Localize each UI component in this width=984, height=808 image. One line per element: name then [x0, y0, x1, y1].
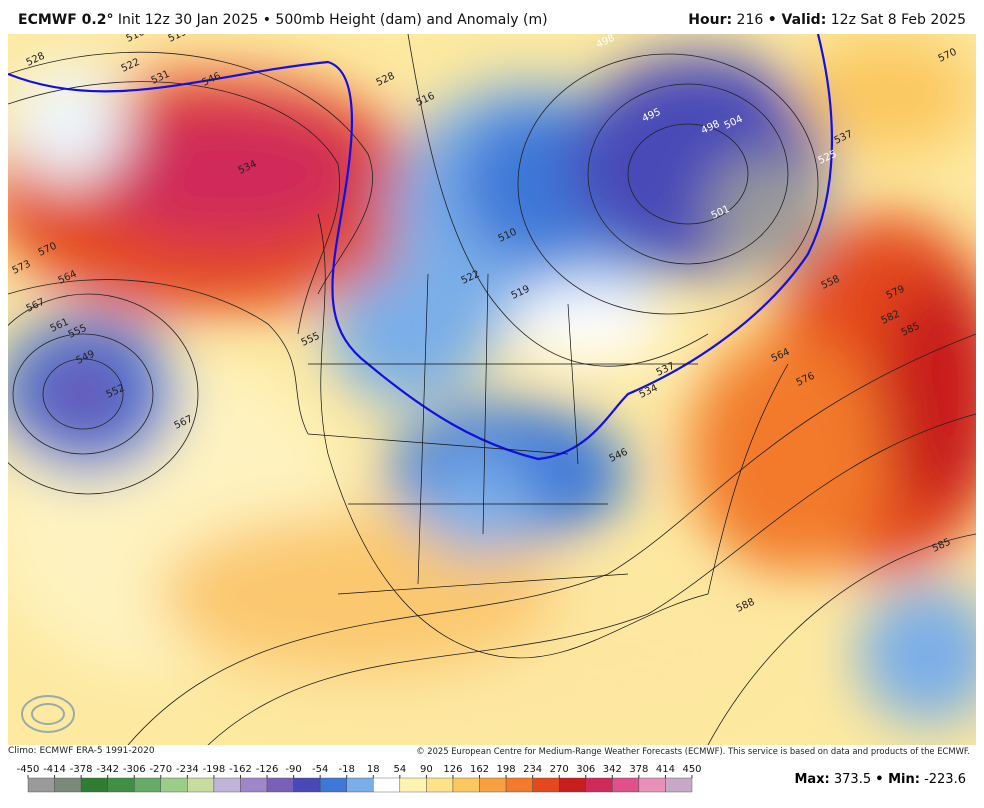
- colorbar-tick-label: 162: [470, 764, 489, 775]
- colorbar-segment: [160, 777, 188, 793]
- valid-label: • Valid:: [767, 12, 827, 28]
- colorbar-segment: [266, 777, 294, 793]
- contour-label: 519: [167, 34, 189, 45]
- colorbar-tick-label: 18: [367, 764, 380, 775]
- colorbar-tick-label: -270: [149, 764, 172, 775]
- colorbar-segment: [559, 777, 586, 793]
- max-label: Max:: [794, 772, 830, 787]
- colorbar-segment: [134, 777, 162, 793]
- min: -223.6: [924, 772, 966, 787]
- colorbar-tick-label: -450: [17, 764, 40, 775]
- colorbar-tick-label: 378: [629, 764, 648, 775]
- colorbar-segment: [585, 777, 613, 793]
- colorbar-segment: [293, 777, 321, 793]
- max-min: Max: 373.5 • Min: -223.6: [794, 772, 966, 787]
- colorbar-tick-label: -414: [43, 764, 66, 775]
- colorbar-tick-label: -306: [123, 764, 146, 775]
- hour-label: Hour:: [688, 12, 733, 28]
- climo: Climo: ECMWF ERA-5 1991-2020: [8, 746, 155, 756]
- colorbar-tick-label: 54: [393, 764, 406, 775]
- colorbar-segment: [107, 777, 135, 793]
- colorbar-tick-label: 270: [550, 764, 569, 775]
- colorbar-tick-label: 234: [523, 764, 542, 775]
- colorbar-tick-label: -198: [203, 764, 226, 775]
- colorbar-segment: [373, 777, 401, 793]
- colorbar-segment: [505, 777, 533, 793]
- colorbar-segment: [479, 777, 507, 793]
- boundaries: [307, 213, 789, 659]
- header-right: Hour: 216 • Valid: 12z Sat 8 Feb 2025: [688, 12, 966, 28]
- colorbar-tick-label: -342: [96, 764, 119, 775]
- colorbar-tick-label: 306: [576, 764, 595, 775]
- colorbar-segment: [452, 777, 480, 793]
- colorbar-segment: [426, 777, 454, 793]
- colorbar-tick-label: -54: [312, 764, 328, 775]
- colorbar-tick-label: 414: [656, 764, 675, 775]
- colorbar-segment: [612, 777, 640, 793]
- 540-line: [8, 34, 834, 461]
- colorbar-tick-label: -162: [229, 764, 252, 775]
- colorbar-segment: [665, 777, 693, 793]
- colorbar-tick-label: -18: [339, 764, 355, 775]
- colorbar-tick-label: -378: [70, 764, 93, 775]
- colorbar-segment: [240, 777, 268, 793]
- init: Init 12z 30 Jan 2025 • 500mb Height (dam…: [117, 12, 548, 28]
- colorbar-tick-label: 90: [420, 764, 433, 775]
- contour-label: 516: [125, 34, 147, 45]
- max: 373.5: [833, 772, 872, 787]
- logo: [21, 695, 75, 733]
- colorbar-segment: [213, 777, 241, 793]
- colorbar-tick-label: 450: [682, 764, 701, 775]
- colorbar-segment: [638, 777, 666, 793]
- colorbar-segment: [532, 777, 560, 793]
- colorbar-segment: [27, 777, 55, 793]
- copyright: © 2025 European Centre for Medium-Range …: [416, 746, 970, 756]
- colorbar-tick-label: 126: [443, 764, 462, 775]
- colorbar-segment: [346, 777, 374, 793]
- colorbar-tick-label: -234: [176, 764, 199, 775]
- colorbar-tick-label: -90: [285, 764, 301, 775]
- min-label: • Min:: [875, 772, 920, 787]
- colorbar-segment: [319, 777, 347, 793]
- hour: 216: [736, 12, 764, 28]
- colorbar-tick-label: 342: [603, 764, 622, 775]
- colorbar-segment: [399, 777, 427, 793]
- colorbar: -450 -414 -378 -342 -306 -270 -234 -198 -162 -126…: [17, 764, 702, 793]
- valid: 12z Sat 8 Feb 2025: [830, 12, 966, 28]
- height-contours: [8, 34, 976, 745]
- colorbar-segment: [187, 777, 215, 793]
- colorbar-tick-label: 198: [497, 764, 516, 775]
- colorbar-tick-label: -126: [256, 764, 279, 775]
- header-left: ECMWF 0.2° Init 12z 30 Jan 2025 • 500mb …: [18, 12, 548, 28]
- colorbar-segment: [80, 777, 108, 793]
- model: ECMWF 0.2°: [18, 12, 114, 28]
- colorbar-segment: [54, 777, 82, 793]
